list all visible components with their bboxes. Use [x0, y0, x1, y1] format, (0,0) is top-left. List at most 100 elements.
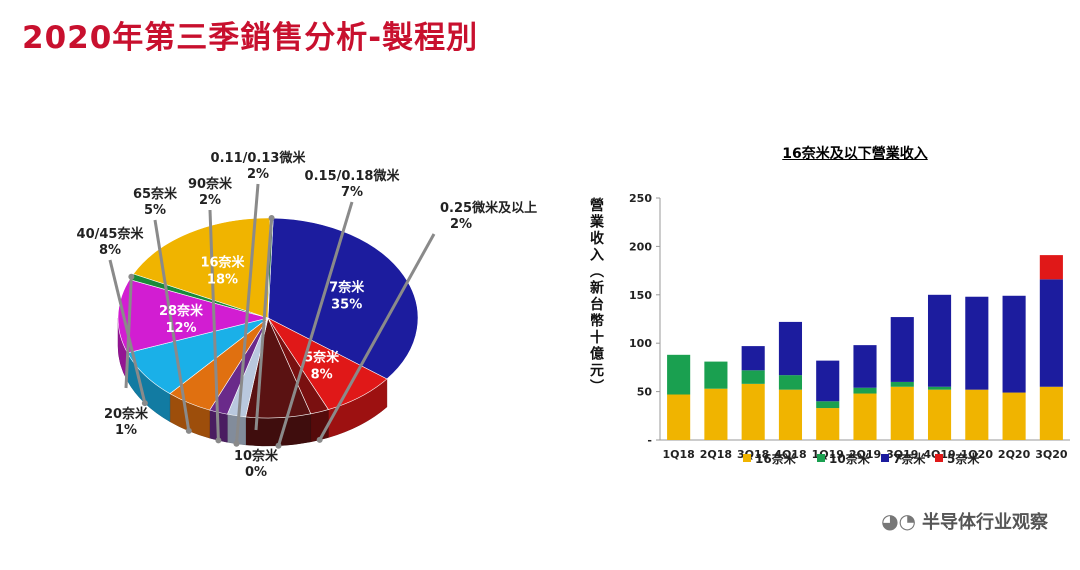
y-axis-label-char: ︶ [589, 379, 604, 396]
y-tick-label: 100 [629, 337, 652, 350]
bar-chart-title: 16奈米及以下營業收入 [782, 146, 928, 162]
pie-slice-28奈米 [117, 279, 270, 354]
pie-leader-dot [275, 442, 282, 449]
pie-tops [117, 217, 419, 419]
x-tick-label: 4Q18 [774, 448, 806, 461]
y-axis-label-char: 台 [590, 296, 604, 313]
bar-7奈米-3Q18 [741, 346, 765, 371]
pie-label-value: 2% [199, 193, 221, 208]
bar-10奈米-2Q18 [704, 361, 728, 389]
y-tick-label: 200 [629, 240, 652, 253]
bar-10奈米-3Q18 [741, 370, 765, 384]
pie-label-value: 18% [207, 273, 238, 288]
bar-16奈米-2Q18 [704, 388, 728, 440]
bar-10奈米-3Q19 [890, 381, 914, 387]
x-tick-label: 2Q20 [998, 448, 1031, 461]
bar-7奈米-1Q20 [965, 296, 989, 390]
x-tick-label: 3Q19 [886, 448, 918, 461]
bar-16奈米-4Q19 [927, 389, 952, 440]
y-tick-label: 50 [637, 386, 653, 399]
bar-10奈米-4Q19 [927, 386, 952, 390]
bar-16奈米-3Q20 [1039, 386, 1063, 440]
pie-leader-line [234, 183, 260, 444]
bar-10奈米-1Q18 [667, 354, 691, 395]
pie-chart: 7奈米35%5奈米8%0.25微米及以上2%0.15/0.18微米7%0.11/… [77, 150, 538, 480]
bar-7奈米-3Q19 [890, 317, 914, 382]
bar-7奈米-2Q19 [853, 345, 877, 388]
legend-swatch [743, 454, 751, 462]
y-tick-label: - [647, 434, 652, 447]
bar-16奈米-1Q19 [816, 408, 840, 440]
legend-swatch [935, 454, 943, 462]
x-tick-label: 2Q18 [700, 448, 732, 461]
pie-label-name: 0.11/0.13微米 [211, 150, 307, 166]
pie-label-value: 2% [247, 167, 269, 182]
pie-label-name: 7奈米 [329, 279, 365, 295]
y-axis-label-char: 收 [590, 230, 605, 247]
pie-label-name: 10奈米 [234, 448, 279, 464]
x-tick-label: 1Q18 [662, 448, 694, 461]
pie-label-value: 8% [311, 368, 333, 383]
pie-leader-line [277, 201, 354, 447]
x-tick-label: 2Q19 [849, 448, 881, 461]
y-axis-label-char: 億 [590, 346, 604, 363]
y-tick-label: 250 [629, 192, 652, 205]
legend-label: 5奈米 [947, 451, 980, 466]
page-title: 2020年第三季銷售分析-製程別 [22, 20, 479, 56]
y-axis-label-char: 業 [589, 214, 605, 231]
pie-leader-line [124, 276, 133, 389]
pie-label-value: 8% [99, 243, 121, 258]
bar-16奈米-2Q19 [853, 393, 877, 440]
legend-label: 7奈米 [893, 451, 926, 466]
pie-leader-dot [215, 437, 222, 444]
bar-16奈米-3Q19 [890, 386, 914, 440]
bar-7奈米-2Q20 [1002, 295, 1026, 393]
pie-leader-line [208, 209, 220, 441]
bar-7奈米-1Q19 [816, 360, 840, 402]
bar-16奈米-1Q18 [667, 394, 691, 440]
pie-leader-dot [233, 440, 240, 447]
bar-7奈米-4Q18 [778, 321, 803, 376]
y-axis-label-char: 元 [590, 363, 604, 379]
pie-label-value: 35% [331, 297, 362, 312]
bar-7奈米-4Q19 [927, 294, 952, 387]
wechat-icon: ◕◔ [881, 509, 916, 533]
bar-16奈米-1Q20 [965, 389, 989, 440]
x-tick-label: 1Q20 [961, 448, 994, 461]
bar-16奈米-4Q18 [778, 389, 803, 440]
y-axis-label-char: 新 [590, 280, 604, 297]
y-axis-label-char: 幣 [590, 313, 604, 330]
pie-label-name: 5奈米 [304, 350, 340, 366]
bar-16奈米-3Q18 [741, 383, 765, 440]
pie-leader-line [318, 233, 436, 441]
bar-10奈米-2Q19 [853, 387, 877, 394]
pie-label-value: 12% [165, 321, 196, 336]
bar-7奈米-3Q20 [1039, 279, 1063, 387]
pie-leader-dot [128, 273, 135, 280]
y-axis-label-char: ︵ [589, 264, 604, 280]
bar-16奈米-2Q20 [1002, 392, 1026, 440]
pie-label-name: 0.15/0.18微米 [305, 168, 401, 184]
pie-label-name: 90奈米 [188, 176, 233, 192]
pie-label-value: 2% [450, 217, 472, 232]
pie-label-name: 40/45奈米 [77, 226, 145, 242]
legend-swatch [817, 454, 825, 462]
pie-label-name: 28奈米 [159, 303, 204, 319]
y-axis-label-char: 十 [590, 329, 604, 346]
pie-leader-dot [316, 436, 323, 443]
pie-label-name: 20奈米 [104, 406, 149, 422]
pie-leader-dot [141, 400, 148, 407]
legend-label: 10奈米 [829, 451, 871, 466]
pie-leader-line [153, 219, 191, 432]
pie-label-value: 1% [115, 423, 137, 438]
pie-label-value: 0% [245, 465, 267, 480]
y-tick-label: 150 [629, 289, 652, 302]
bar-10奈米-1Q19 [816, 401, 840, 409]
pie-leader-line [254, 217, 274, 431]
bar-10奈米-4Q18 [778, 375, 803, 390]
y-axis-label-char: 入 [590, 248, 604, 264]
y-axis-label-char: 營 [590, 197, 604, 214]
watermark-text: 半导体行业观察 [922, 512, 1048, 533]
pie-label-name: 16奈米 [200, 255, 245, 271]
